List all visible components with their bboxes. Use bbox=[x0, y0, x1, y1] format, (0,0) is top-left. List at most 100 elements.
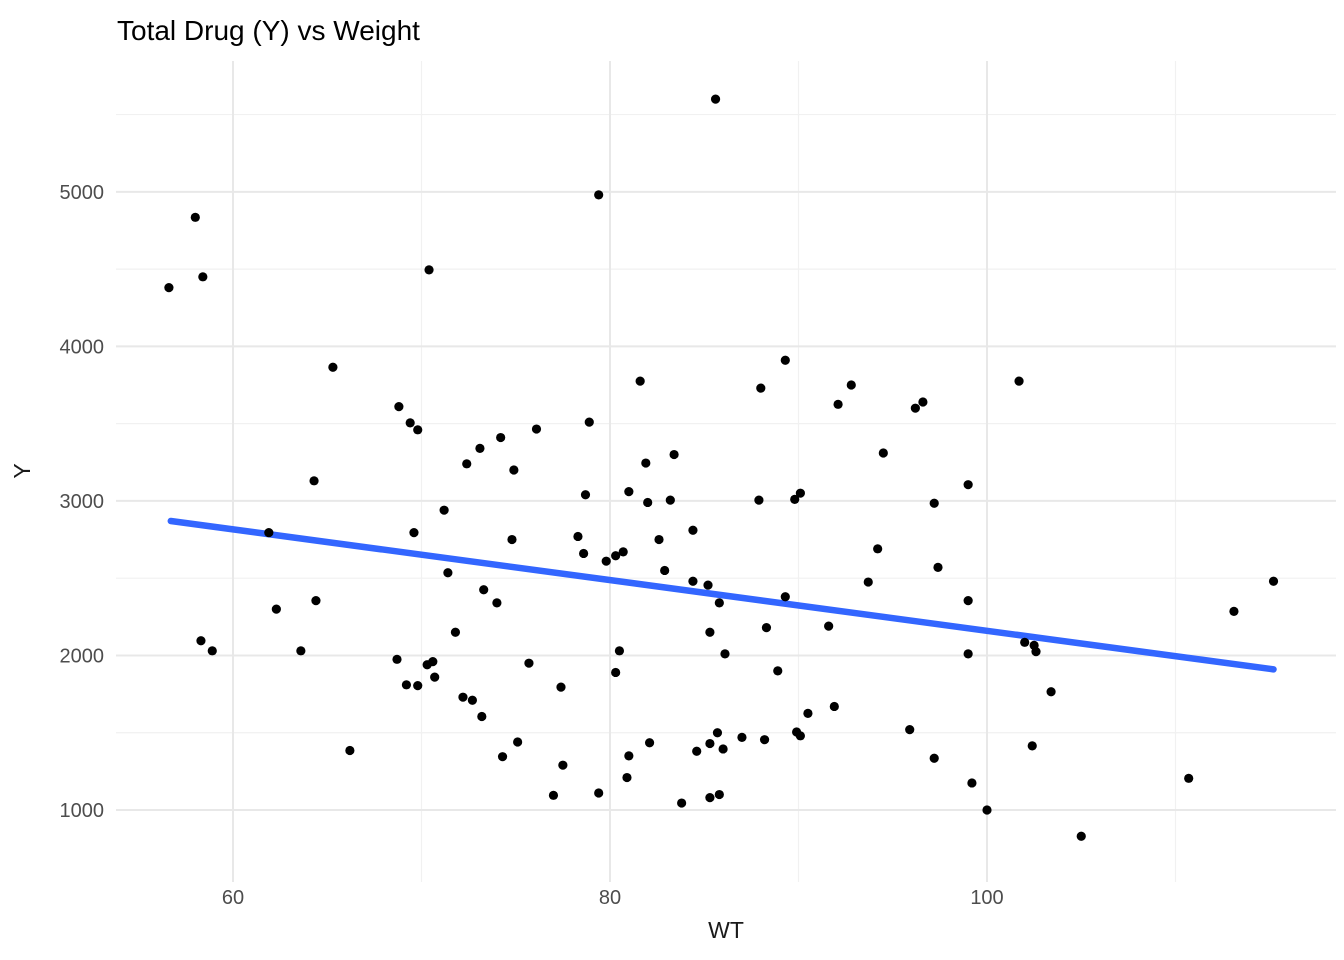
data-point bbox=[780, 355, 790, 365]
data-point bbox=[654, 534, 664, 545]
data-point bbox=[641, 458, 651, 468]
data-point bbox=[643, 497, 653, 508]
x-tick-label: 100 bbox=[970, 887, 1003, 909]
data-point bbox=[754, 495, 764, 505]
data-point bbox=[601, 556, 611, 566]
data-point bbox=[584, 417, 594, 427]
data-point bbox=[611, 667, 621, 678]
data-point bbox=[712, 728, 723, 738]
minor-gridlines bbox=[116, 61, 1336, 882]
data-point bbox=[905, 725, 915, 735]
data-point bbox=[531, 424, 542, 434]
data-point bbox=[392, 654, 402, 664]
data-point bbox=[428, 657, 438, 667]
data-point bbox=[1020, 637, 1030, 647]
data-point bbox=[863, 577, 873, 587]
data-point bbox=[558, 760, 568, 770]
data-point bbox=[467, 695, 477, 705]
data-point bbox=[443, 568, 453, 578]
y-tick-label: 5000 bbox=[60, 182, 105, 204]
data-point bbox=[624, 487, 634, 497]
x-tick-label: 80 bbox=[599, 887, 621, 909]
data-point bbox=[878, 448, 888, 458]
data-point bbox=[1031, 646, 1041, 657]
data-point bbox=[963, 595, 973, 606]
major-gridlines bbox=[116, 61, 1336, 882]
data-point bbox=[579, 548, 589, 559]
data-point bbox=[677, 798, 687, 808]
data-point bbox=[458, 692, 468, 702]
x-axis-tick-labels: 60 80 100 bbox=[222, 887, 1004, 909]
data-point bbox=[756, 383, 766, 393]
trend-line-group bbox=[167, 517, 1277, 673]
data-point bbox=[198, 272, 208, 282]
data-point bbox=[718, 744, 728, 754]
data-point bbox=[705, 738, 715, 749]
data-point bbox=[580, 490, 591, 500]
trend-line bbox=[167, 517, 1277, 673]
data-point bbox=[594, 788, 604, 798]
data-point bbox=[618, 547, 628, 557]
data-point bbox=[933, 562, 943, 572]
data-point bbox=[910, 403, 920, 413]
y-axis-title: Y bbox=[9, 463, 35, 478]
data-point bbox=[873, 544, 883, 554]
data-point bbox=[833, 399, 843, 409]
data-point bbox=[556, 682, 566, 692]
data-point bbox=[967, 778, 977, 788]
data-point bbox=[714, 789, 724, 800]
data-point bbox=[846, 380, 856, 390]
data-point bbox=[1027, 741, 1037, 751]
data-point bbox=[450, 627, 461, 637]
data-point bbox=[1229, 606, 1239, 617]
data-point bbox=[635, 376, 645, 386]
y-tick-label: 4000 bbox=[60, 336, 105, 358]
data-point bbox=[829, 701, 839, 712]
data-point bbox=[524, 658, 534, 668]
data-point bbox=[660, 565, 670, 576]
data-point bbox=[496, 432, 506, 443]
data-point bbox=[773, 666, 783, 676]
data-point bbox=[509, 465, 519, 475]
data-point bbox=[1184, 773, 1194, 783]
data-point bbox=[479, 585, 489, 595]
data-point bbox=[594, 190, 604, 200]
x-tick-label: 60 bbox=[222, 887, 244, 909]
data-point bbox=[644, 738, 655, 748]
data-point bbox=[401, 680, 412, 690]
data-point bbox=[1046, 687, 1056, 697]
data-point bbox=[737, 732, 747, 742]
data-point bbox=[430, 672, 440, 682]
data-point bbox=[164, 283, 174, 293]
data-point bbox=[790, 494, 800, 504]
data-point bbox=[309, 476, 319, 486]
data-point bbox=[345, 745, 355, 756]
data-point bbox=[795, 488, 805, 498]
data-point bbox=[1268, 576, 1279, 586]
data-point bbox=[507, 534, 517, 545]
data-point bbox=[207, 646, 217, 656]
data-point bbox=[720, 649, 730, 659]
data-point bbox=[710, 94, 721, 104]
data-point bbox=[614, 646, 625, 656]
data-point bbox=[271, 604, 281, 614]
data-point bbox=[929, 498, 939, 508]
data-point bbox=[688, 525, 698, 535]
data-point bbox=[196, 636, 206, 646]
data-point bbox=[548, 790, 559, 800]
data-points bbox=[164, 94, 1279, 841]
data-point bbox=[1014, 376, 1024, 386]
data-point bbox=[624, 751, 634, 761]
x-axis-title: WT bbox=[708, 917, 744, 943]
data-point bbox=[688, 576, 698, 586]
data-point bbox=[497, 752, 508, 762]
data-point bbox=[622, 772, 632, 783]
data-point bbox=[328, 362, 338, 372]
data-point bbox=[311, 595, 321, 606]
data-point bbox=[462, 459, 472, 469]
data-point bbox=[669, 449, 679, 460]
data-point bbox=[665, 495, 675, 505]
data-point bbox=[692, 746, 702, 756]
data-point bbox=[424, 265, 434, 275]
